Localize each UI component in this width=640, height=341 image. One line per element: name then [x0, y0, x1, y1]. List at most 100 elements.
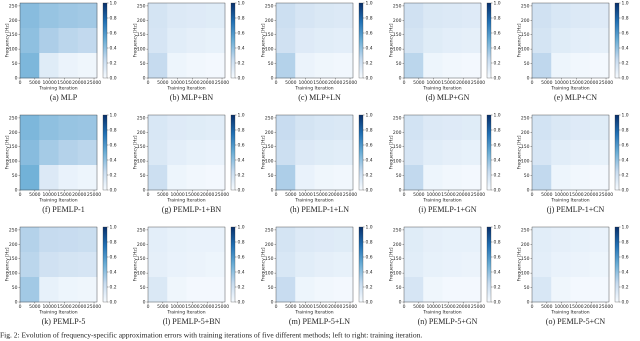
heatmap-cell [295, 115, 315, 141]
x-tick-label: 5000 [413, 80, 425, 86]
x-tick-label: 20000 [200, 192, 214, 198]
heatmap-cell [295, 252, 315, 278]
x-tick-label: 20000 [584, 304, 598, 310]
y-axis-label: Frequency [Hz] [389, 247, 395, 281]
x-tick-label: 0 [275, 304, 278, 310]
subfigure-title: (f) PEMLP-1 [42, 205, 84, 214]
y-tick-label: 100 [137, 159, 146, 165]
subfigure-title: (k) PEMLP-5 [42, 317, 86, 326]
heatmap-cell [39, 115, 59, 141]
x-tick-label: 20000 [200, 304, 214, 310]
colorbar-tick-label: 0.0 [238, 76, 245, 82]
x-tick-label: 10000 [426, 80, 440, 86]
x-axis-label: Training Iteration [166, 310, 205, 316]
x-tick-label: 5000 [29, 80, 41, 86]
heatmap-cell [167, 165, 187, 191]
y-tick-label: 0 [399, 76, 402, 82]
y-tick-label: 150 [265, 32, 274, 38]
heatmap-cell [589, 140, 610, 166]
subfigure-title: (g) PEMLP-1+BN [162, 205, 222, 214]
x-axis-label: Training Iteration [294, 310, 333, 316]
x-tick-label: 0 [531, 304, 534, 310]
y-tick-label: 50 [524, 285, 530, 291]
heatmap-cell [314, 227, 335, 253]
colorbar-tick-label: 0.8 [238, 16, 245, 22]
colorbar-tick-label: 0.8 [622, 16, 629, 22]
x-tick-label: 10000 [298, 80, 312, 86]
x-tick-label: 25000 [215, 304, 229, 310]
x-tick-label: 25000 [87, 304, 101, 310]
x-tick-label: 5000 [157, 192, 169, 198]
y-tick-label: 150 [137, 256, 146, 262]
subfigure-title: (a) MLP [50, 93, 78, 102]
heatmap-cell [404, 3, 424, 29]
heatmap-cell [167, 3, 187, 29]
y-axis-label: Frequency [Hz] [133, 23, 139, 57]
y-tick-label: 100 [521, 271, 530, 277]
colorbar-tick-label: 0.0 [494, 76, 501, 82]
heatmap-cell [314, 165, 335, 191]
x-tick-label: 15000 [569, 192, 583, 198]
heatmap-cell [589, 53, 610, 79]
heatmap-cell [20, 277, 40, 303]
heatmap-cell [423, 53, 443, 79]
colorbar-tick-label: 1.0 [366, 1, 373, 7]
plot-frame [275, 226, 354, 303]
heatmap-cell [77, 140, 98, 166]
heatmap-cell [532, 227, 552, 253]
colorbar-tick-label: 0.2 [366, 285, 373, 291]
colorbar-tick-label: 0.0 [622, 188, 629, 194]
heatmap-cell [423, 115, 443, 141]
colorbar-tick-label: 0.2 [494, 61, 501, 67]
heatmap-cell [20, 227, 40, 253]
heatmap-cell [295, 28, 315, 54]
heatmap-cell [314, 140, 335, 166]
heatmap-cell [442, 28, 463, 54]
x-tick-label: 25000 [599, 192, 613, 198]
x-tick-label: 20000 [584, 192, 598, 198]
colorbar-tick-label: 0.8 [622, 240, 629, 246]
heatmap-cell [333, 28, 354, 54]
heatmap-cell [461, 28, 482, 54]
heatmap-cell [404, 28, 424, 54]
colorbar-tick-label: 1.0 [622, 225, 629, 231]
heatmap-cell [39, 165, 59, 191]
heatmap-cell [570, 277, 591, 303]
x-tick-label: 15000 [57, 304, 71, 310]
y-tick-label: 0 [15, 188, 18, 194]
y-tick-label: 50 [524, 61, 530, 67]
heatmap-cell [570, 227, 591, 253]
colorbar-tick-label: 0.0 [366, 188, 373, 194]
colorbar-tick-label: 0.0 [238, 188, 245, 194]
heatmap-cell [167, 140, 187, 166]
heatmap-cell [276, 140, 296, 166]
colorbar-tick-label: 0.6 [366, 255, 373, 261]
x-tick-label: 5000 [413, 192, 425, 198]
colorbar-tick-label: 1.0 [494, 1, 501, 7]
plot-frame [147, 114, 226, 191]
heatmap-cell [423, 28, 443, 54]
y-tick-label: 100 [393, 271, 402, 277]
heatmap-cell [333, 277, 354, 303]
x-axis-label: Training Iteration [550, 198, 589, 204]
x-tick-label: 5000 [157, 80, 169, 86]
heatmap-cell [58, 227, 79, 253]
y-axis-label: Frequency [Hz] [5, 135, 11, 169]
x-tick-label: 0 [531, 192, 534, 198]
x-tick-label: 25000 [343, 192, 357, 198]
heatmap-cell [423, 165, 443, 191]
heatmap-cell [39, 140, 59, 166]
heatmap-cell [58, 165, 79, 191]
heatmap-cell [20, 53, 40, 79]
subfigure-title: (h) PEMLP-1+LN [290, 205, 349, 214]
plot-frame [147, 226, 226, 303]
plot-frame [275, 2, 354, 79]
y-tick-label: 200 [137, 242, 146, 248]
colorbar-tick-label: 0.2 [110, 285, 117, 291]
y-tick-label: 250 [265, 115, 274, 121]
y-tick-label: 250 [393, 227, 402, 233]
y-tick-label: 0 [271, 188, 274, 194]
colorbar [358, 2, 364, 79]
heatmap-cell [20, 115, 40, 141]
heatmap-cell [39, 3, 59, 29]
